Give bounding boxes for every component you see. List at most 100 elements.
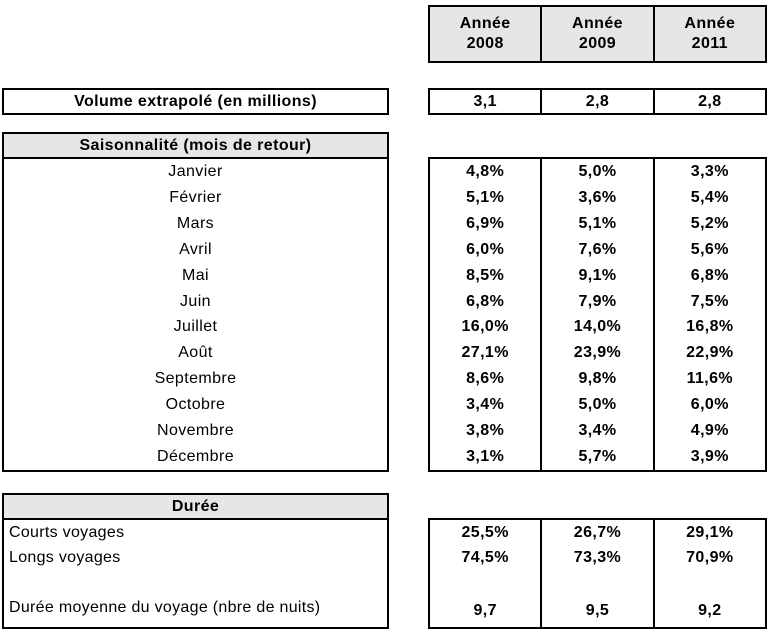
month-values-juin: 6,8% 7,9% 7,5% bbox=[430, 288, 765, 315]
month-label-fevrier: Février bbox=[169, 188, 222, 206]
duree-label-duree-moyenne: Durée moyenne du voyage (nbre de nuits) bbox=[9, 599, 321, 616]
value-mars-2008: 6,9% bbox=[466, 214, 505, 232]
value-courts-2011: 29,1% bbox=[652, 520, 765, 545]
value-juin-2009: 7,9% bbox=[540, 288, 652, 315]
value-fevrier-2009: 3,6% bbox=[540, 184, 652, 211]
month-values-juillet: 16,0% 14,0% 16,8% bbox=[430, 314, 765, 341]
volume-value-2011: 2,8 bbox=[652, 90, 765, 113]
month-label-novembre: Novembre bbox=[156, 422, 234, 440]
value-decembre-2009: 5,7% bbox=[540, 444, 652, 471]
duree-header-box: Durée bbox=[2, 493, 389, 520]
value-fevrier-2008: 5,1% bbox=[466, 188, 505, 206]
year-header-2009-line1: Année bbox=[572, 15, 623, 32]
duree-values-box: 25,5% 26,7% 29,1% 74,5% 73,3% 70,9% 9,7 … bbox=[428, 518, 767, 629]
saisonnalite-header-box: Saisonnalité (mois de retour) bbox=[2, 132, 389, 159]
month-label-septembre: Septembre bbox=[154, 370, 237, 388]
value-octobre-2009: 5,0% bbox=[540, 392, 652, 419]
value-decembre-2011: 3,9% bbox=[652, 444, 765, 471]
duree-label-courts-voyages: Courts voyages bbox=[9, 523, 125, 541]
year-header-2011-line1: Année bbox=[684, 15, 736, 32]
duree-labels-box: Courts voyages Longs voyages Durée moyen… bbox=[2, 518, 389, 629]
duree-spacer-label bbox=[4, 570, 387, 594]
value-courts-2008: 25,5% bbox=[461, 523, 509, 541]
month-values-aout: 27,1% 23,9% 22,9% bbox=[430, 340, 765, 367]
spacer-cell-2011 bbox=[652, 570, 765, 594]
month-label-decembre: Décembre bbox=[156, 448, 234, 466]
month-label-aout: Août bbox=[178, 344, 213, 362]
month-label-juillet: Juillet bbox=[173, 318, 218, 336]
volume-values-box: 3,1 2,8 2,8 bbox=[428, 88, 767, 115]
duree-header: Durée bbox=[171, 497, 220, 515]
value-novembre-2008: 3,8% bbox=[466, 422, 505, 440]
month-values-fevrier: 5,1% 3,6% 5,4% bbox=[430, 184, 765, 211]
value-janvier-2011: 3,3% bbox=[652, 159, 765, 185]
value-novembre-2009: 3,4% bbox=[540, 418, 652, 445]
value-longs-2011: 70,9% bbox=[652, 545, 765, 570]
value-septembre-2009: 9,8% bbox=[540, 366, 652, 393]
saisonnalite-header: Saisonnalité (mois de retour) bbox=[79, 136, 312, 154]
month-label-octobre: Octobre bbox=[165, 396, 226, 414]
year-header-2008: Année 2008 bbox=[430, 7, 540, 61]
duree-values-spacer bbox=[430, 570, 765, 594]
value-juillet-2008: 16,0% bbox=[461, 318, 509, 336]
duree-values-longs-voyages: 74,5% 73,3% 70,9% bbox=[430, 545, 765, 570]
volume-label: Volume extrapolé (en millions) bbox=[74, 92, 317, 110]
spacer-cell-2008 bbox=[430, 570, 540, 594]
duree-values-courts-voyages: 25,5% 26,7% 29,1% bbox=[430, 520, 765, 545]
month-values-avril: 6,0% 7,6% 5,6% bbox=[430, 236, 765, 263]
volume-value-2008: 3,1 bbox=[473, 92, 497, 110]
month-label-juin: Juin bbox=[180, 292, 211, 310]
year-header-2009-line2: 2009 bbox=[578, 35, 617, 52]
value-novembre-2011: 4,9% bbox=[652, 418, 765, 445]
year-header-2009: Année 2009 bbox=[540, 7, 652, 61]
value-nuits-2009: 9,5 bbox=[540, 594, 652, 627]
value-nuits-2011: 9,2 bbox=[652, 594, 765, 627]
value-aout-2008: 27,1% bbox=[461, 344, 509, 362]
month-values-mars: 6,9% 5,1% 5,2% bbox=[430, 210, 765, 237]
year-header-2011: Année 2011 bbox=[652, 7, 765, 61]
year-header-2008-line1: Année bbox=[459, 15, 511, 32]
month-values-mai: 8,5% 9,1% 6,8% bbox=[430, 262, 765, 289]
value-courts-2009: 26,7% bbox=[540, 520, 652, 545]
year-header-row: Année 2008 Année 2009 Année 2011 bbox=[428, 5, 767, 63]
value-octobre-2011: 6,0% bbox=[652, 392, 765, 419]
month-values-septembre: 8,6% 9,8% 11,6% bbox=[430, 366, 765, 393]
value-juin-2011: 7,5% bbox=[652, 288, 765, 315]
month-label-mars: Mars bbox=[176, 214, 215, 232]
value-avril-2011: 5,6% bbox=[652, 236, 765, 263]
duree-values-duree-moyenne: 9,7 9,5 9,2 bbox=[430, 594, 765, 627]
value-juillet-2009: 14,0% bbox=[540, 314, 652, 341]
month-values-octobre: 3,4% 5,0% 6,0% bbox=[430, 392, 765, 419]
duree-label-longs-voyages: Longs voyages bbox=[9, 548, 121, 566]
month-values-janvier: 4,8% 5,0% 3,3% bbox=[430, 159, 765, 185]
value-mai-2011: 6,8% bbox=[652, 262, 765, 289]
value-aout-2011: 22,9% bbox=[652, 340, 765, 367]
value-octobre-2008: 3,4% bbox=[466, 396, 505, 414]
value-longs-2008: 74,5% bbox=[461, 548, 509, 566]
volume-value-2009: 2,8 bbox=[540, 90, 652, 113]
year-header-2011-line2: 2011 bbox=[691, 35, 728, 52]
value-janvier-2008: 4,8% bbox=[466, 162, 505, 180]
value-janvier-2009: 5,0% bbox=[540, 159, 652, 185]
month-label-janvier: Janvier bbox=[168, 162, 223, 180]
month-values-decembre: 3,1% 5,7% 3,9% bbox=[430, 444, 765, 471]
volume-label-box: Volume extrapolé (en millions) bbox=[2, 88, 389, 115]
value-mai-2008: 8,5% bbox=[466, 266, 505, 284]
value-avril-2008: 6,0% bbox=[466, 240, 505, 258]
value-mars-2009: 5,1% bbox=[540, 210, 652, 237]
value-fevrier-2011: 5,4% bbox=[652, 184, 765, 211]
value-longs-2009: 73,3% bbox=[540, 545, 652, 570]
months-label-box: Janvier Février Mars Avril Mai Juin Juil… bbox=[2, 157, 389, 472]
months-values-box: 4,8% 5,0% 3,3% 5,1% 3,6% 5,4% 6,9% 5,1% … bbox=[428, 157, 767, 472]
value-decembre-2008: 3,1% bbox=[466, 448, 505, 466]
year-header-2008-line2: 2008 bbox=[466, 35, 504, 52]
value-juillet-2011: 16,8% bbox=[652, 314, 765, 341]
month-label-avril: Avril bbox=[179, 240, 212, 258]
value-mai-2009: 9,1% bbox=[540, 262, 652, 289]
value-septembre-2011: 11,6% bbox=[652, 366, 765, 393]
value-septembre-2008: 8,6% bbox=[466, 370, 505, 388]
value-avril-2009: 7,6% bbox=[540, 236, 652, 263]
month-values-novembre: 3,8% 3,4% 4,9% bbox=[430, 418, 765, 445]
month-label-mai: Mai bbox=[182, 266, 209, 284]
